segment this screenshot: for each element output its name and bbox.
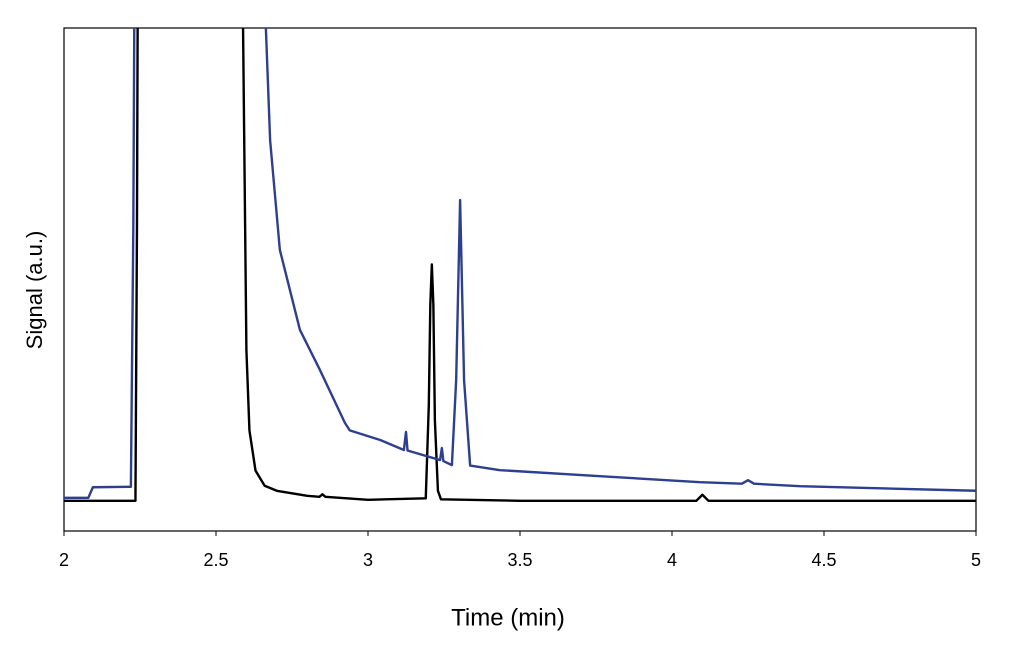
x-tick-label: 4 (667, 550, 677, 570)
x-tick-label: 5 (971, 550, 981, 570)
plot-area (64, 28, 976, 503)
x-axis-label: Time (min) (451, 604, 565, 631)
x-tick-label: 3 (363, 550, 373, 570)
y-axis-label: Signal (a.u.) (22, 231, 47, 350)
x-tick-label: 2.5 (203, 550, 228, 570)
x-tick-label: 4.5 (811, 550, 836, 570)
x-tick-label: 2 (59, 550, 69, 570)
x-tick-label: 3.5 (507, 550, 532, 570)
series-line (64, 28, 976, 499)
series-line (64, 28, 976, 503)
